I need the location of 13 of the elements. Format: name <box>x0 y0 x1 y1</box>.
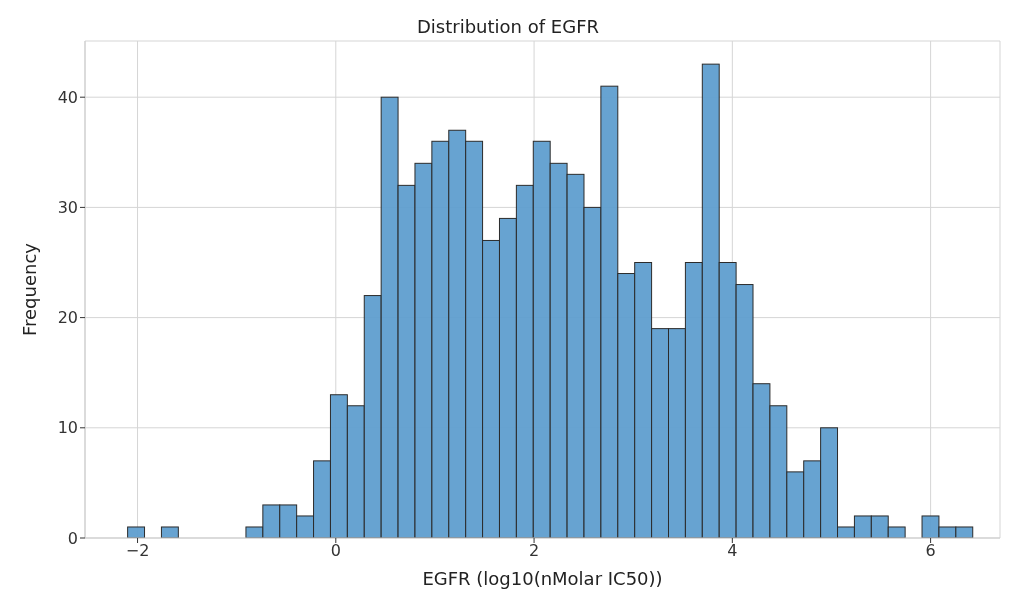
x-tick-label: 2 <box>528 541 540 561</box>
y-tick-label: 40 <box>57 87 78 107</box>
x-tick-label: −2 <box>125 541 150 561</box>
x-tick-label: 0 <box>330 541 341 561</box>
y-axis-title: Frequency <box>19 242 41 336</box>
y-tick-label: 30 <box>57 198 78 218</box>
chart-title: Distribution of EGFR <box>416 16 600 37</box>
y-tick-label: 0 <box>67 528 78 548</box>
x-tick-label: 6 <box>925 541 936 561</box>
x-tick-label: 4 <box>727 541 738 561</box>
x-axis-title: EGFR (log10(nMolar IC50)) <box>422 568 663 589</box>
y-tick-label: 10 <box>57 418 78 438</box>
y-tick-label: 20 <box>57 308 78 328</box>
